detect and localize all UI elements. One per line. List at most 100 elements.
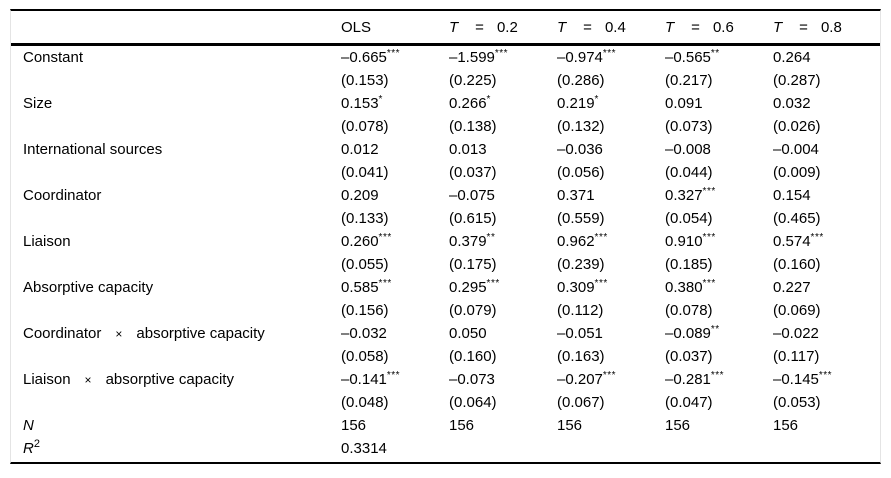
coef-cell: 0.153* [341,92,449,115]
coef-value: 0.380 [665,279,703,296]
stat-value: 156 [341,417,367,434]
coef-cell: –0.565** [665,46,773,69]
stat-cell [665,437,773,460]
coef-value: 0.266 [449,95,487,112]
row-label-empty [11,69,341,92]
coef-cell: 0.219* [557,92,665,115]
coef-value: –0.073 [449,371,495,388]
significance-stars: *** [710,370,725,381]
se-cell: (0.037) [449,161,557,184]
coef-value: –0.032 [341,325,387,342]
se-value: (0.465) [773,210,821,227]
se-cell: (0.160) [773,253,880,276]
table-row-se: (0.153) (0.225) (0.286) (0.217) (0.287) [11,69,880,92]
row-label: International sources [11,138,341,161]
column-header-t06: T = 0.6 [665,19,773,36]
se-cell: (0.112) [557,299,665,322]
table-row-se: (0.058) (0.160) (0.163) (0.037) (0.117) [11,345,880,368]
significance-stars: *** [386,48,401,59]
se-cell: (0.044) [665,161,773,184]
table-row-se: (0.048) (0.064) (0.067) (0.047) (0.053) [11,391,880,414]
significance-stars: * [378,94,383,105]
table-row-coef: Size 0.153* 0.266* 0.219* 0.091 0.032 [11,92,880,115]
table-row-rsquared: R2 0.3314 [11,437,880,460]
table-row-coef: Liaison × absorptive capacity –0.141*** –0… [11,368,880,391]
column-header-t02: T = 0.2 [449,19,557,36]
se-cell: (0.559) [557,207,665,230]
table-row-coef: Constant –0.665*** –1.599*** –0.974*** –… [11,46,880,69]
significance-stars: *** [494,48,509,59]
coef-cell: –1.599*** [449,46,557,69]
stat-cell: 156 [341,414,449,437]
row-label: Coordinator × absorptive capacity [11,322,341,346]
coef-cell: 0.227 [773,276,880,299]
se-value: (0.225) [449,72,497,89]
significance-stars: *** [486,278,500,289]
row-label-text2: absorptive capacity [136,325,265,342]
coef-value: –0.974 [557,49,603,66]
coef-value: 0.379 [449,233,487,250]
table-row-n: N 156 156 156 156 156 [11,414,880,437]
se-cell: (0.047) [665,391,773,414]
significance-stars: *** [378,232,392,243]
coef-cell: –0.089** [665,322,773,346]
se-value: (0.138) [449,118,497,135]
significance-stars: *** [702,186,716,197]
t-variable: T [773,18,783,36]
significance-stars: *** [702,278,716,289]
row-label-text: Liaison [23,233,71,250]
coef-cell: 0.585*** [341,276,449,299]
coef-cell: 0.910*** [665,230,773,253]
coef-value: –0.145 [773,371,819,388]
se-cell: (0.073) [665,115,773,138]
coef-value: 0.154 [773,187,811,204]
coef-cell: 0.309*** [557,276,665,299]
coef-cell: –0.141*** [341,368,449,392]
coef-value: –0.051 [557,325,603,342]
se-cell: (0.009) [773,161,880,184]
stat-cell: 0.3314 [341,437,449,460]
se-value: (0.160) [773,256,821,273]
coef-value: –0.565 [665,49,711,66]
coef-cell: 0.264 [773,46,880,69]
se-value: (0.056) [557,164,605,181]
coef-cell: 0.379** [449,230,557,253]
stat-cell: 156 [449,414,557,437]
coef-cell: –0.281*** [665,368,773,392]
se-cell: (0.225) [449,69,557,92]
row-label-empty [11,253,341,276]
significance-stars: ** [486,232,496,243]
se-value: (0.048) [341,394,389,411]
coef-value: 0.012 [341,141,379,158]
t-variable: T [557,18,567,36]
se-cell: (0.067) [557,391,665,414]
coef-cell: 0.371 [557,184,665,207]
coef-cell: 0.012 [341,138,449,161]
t-value: 0.2 [496,18,518,36]
significance-stars: *** [378,278,392,289]
stat-label-text: R [23,440,34,457]
se-cell: (0.615) [449,207,557,230]
row-label-text: Coordinator [23,187,102,204]
se-value: (0.078) [341,118,389,135]
se-cell: (0.048) [341,391,449,414]
row-label: Coordinator [11,184,341,207]
coef-value: 0.091 [665,95,703,112]
se-cell: (0.287) [773,69,880,92]
se-cell: (0.133) [341,207,449,230]
se-cell: (0.041) [341,161,449,184]
significance-stars: *** [594,232,608,243]
equals-sign: = [799,18,808,36]
se-value: (0.156) [341,302,389,319]
stat-label-sup: 2 [33,438,40,450]
regression-table: OLS T = 0.2 T = 0.4 T = 0.6 T = 0.8 Constant –0.… [10,9,881,464]
stat-value: 0.3314 [341,440,387,457]
significance-stars: ** [710,324,720,335]
coef-cell: 0.266* [449,92,557,115]
se-cell: (0.079) [449,299,557,322]
t-value: 0.4 [604,18,626,36]
stat-cell: 156 [557,414,665,437]
coef-value: 0.050 [449,325,487,342]
coef-value: 0.227 [773,279,811,296]
equals-sign: = [691,18,700,36]
